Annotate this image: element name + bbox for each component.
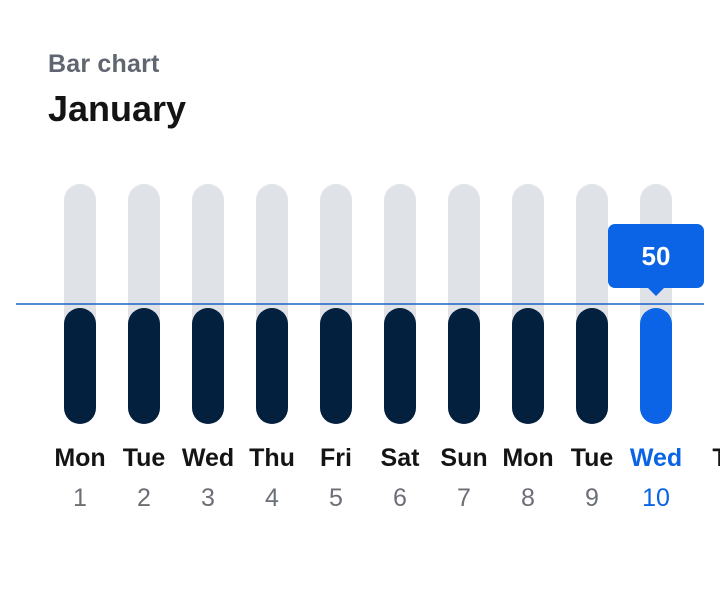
bar-selected[interactable] xyxy=(640,308,672,424)
tooltip-box xyxy=(608,224,704,288)
bar[interactable] xyxy=(192,308,224,424)
bar[interactable] xyxy=(64,308,96,424)
x-tick-date-label[interactable]: 6 xyxy=(393,484,407,512)
tooltip-pointer xyxy=(647,287,665,296)
x-tick-day-label[interactable]: Tue xyxy=(571,444,614,472)
x-tick-day-label[interactable]: Wed xyxy=(630,444,682,472)
bar[interactable] xyxy=(320,308,352,424)
bar[interactable] xyxy=(576,308,608,424)
x-tick-day-label[interactable]: Fri xyxy=(320,444,352,472)
x-tick-day-label[interactable]: Mon xyxy=(502,444,553,472)
x-tick-date-label[interactable]: 7 xyxy=(457,484,471,512)
page-title: January xyxy=(48,88,187,129)
bar[interactable] xyxy=(128,308,160,424)
x-tick-date-label[interactable]: 3 xyxy=(201,484,215,512)
bar[interactable] xyxy=(448,308,480,424)
x-tick-day-label[interactable]: Sat xyxy=(381,444,421,472)
bar[interactable] xyxy=(256,308,288,424)
x-tick-date-label[interactable]: 10 xyxy=(642,484,670,512)
x-tick-date-label[interactable]: 5 xyxy=(329,484,343,512)
x-tick-day-label[interactable]: Thu xyxy=(249,444,295,472)
bar[interactable] xyxy=(384,308,416,424)
x-tick-day-label[interactable]: Tue xyxy=(123,444,166,472)
x-tick-day-label[interactable]: T xyxy=(712,444,720,472)
bar[interactable] xyxy=(512,308,544,424)
x-tick-day-label[interactable]: Sun xyxy=(440,444,487,472)
x-tick-date-label[interactable]: 8 xyxy=(521,484,535,512)
tooltip-value: 50 xyxy=(642,241,671,271)
x-tick-date-label[interactable]: 9 xyxy=(585,484,599,512)
x-tick-day-label[interactable]: Wed xyxy=(182,444,234,472)
chart-type-label: Bar chart xyxy=(48,50,160,78)
x-tick-date-label[interactable]: 4 xyxy=(265,484,279,512)
x-tick-date-label[interactable]: 1 xyxy=(73,484,87,512)
x-tick-day-label[interactable]: Mon xyxy=(54,444,105,472)
x-tick-date-label[interactable]: 2 xyxy=(137,484,151,512)
